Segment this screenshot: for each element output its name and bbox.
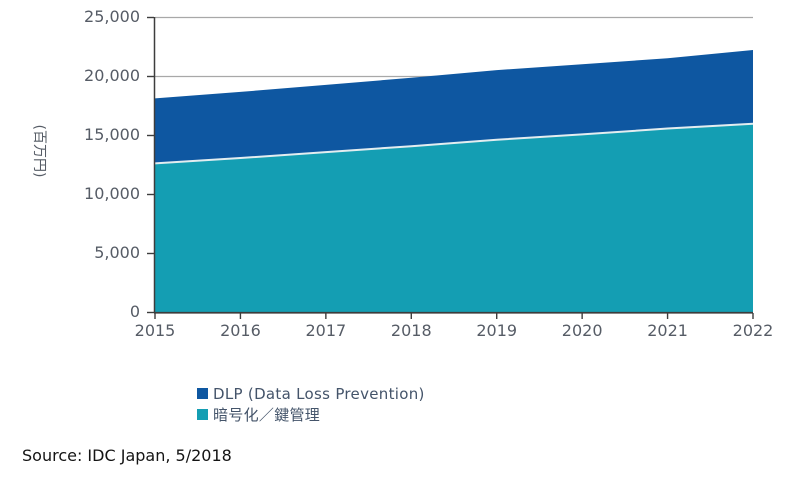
legend-item-encryption: 暗号化／鍵管理	[197, 404, 425, 425]
y-axis-title: (百万円)	[31, 124, 47, 178]
legend-item-dlp: DLP (Data Loss Prevention)	[197, 383, 425, 404]
x-tick-label: 2022	[732, 321, 774, 340]
encryption-series-swatch-icon	[197, 409, 208, 420]
y-tick-label: 10,000	[84, 184, 140, 203]
source-note: Source: IDC Japan, 5/2018	[22, 446, 232, 465]
y-tick-label: 25,000	[84, 7, 140, 26]
y-tick-label: 20,000	[84, 66, 140, 85]
x-tick-label: 2018	[390, 321, 432, 340]
y-tick-label: 0	[129, 302, 140, 321]
y-tick-label: 15,000	[84, 125, 140, 144]
x-tick-label: 2019	[476, 321, 518, 340]
x-tick-label: 2016	[220, 321, 261, 340]
x-tick-label: 2017	[305, 321, 347, 340]
x-tick-label: 2015	[134, 321, 176, 340]
legend: DLP (Data Loss Prevention) 暗号化／鍵管理	[197, 383, 425, 425]
y-tick-label: 5,000	[94, 243, 140, 262]
x-tick-label: 2020	[561, 321, 603, 340]
legend-label-dlp: DLP (Data Loss Prevention)	[213, 384, 425, 403]
x-tick-label: 2021	[647, 321, 688, 340]
legend-label-encryption: 暗号化／鍵管理	[213, 406, 321, 424]
dlp-series-swatch-icon	[197, 388, 208, 399]
